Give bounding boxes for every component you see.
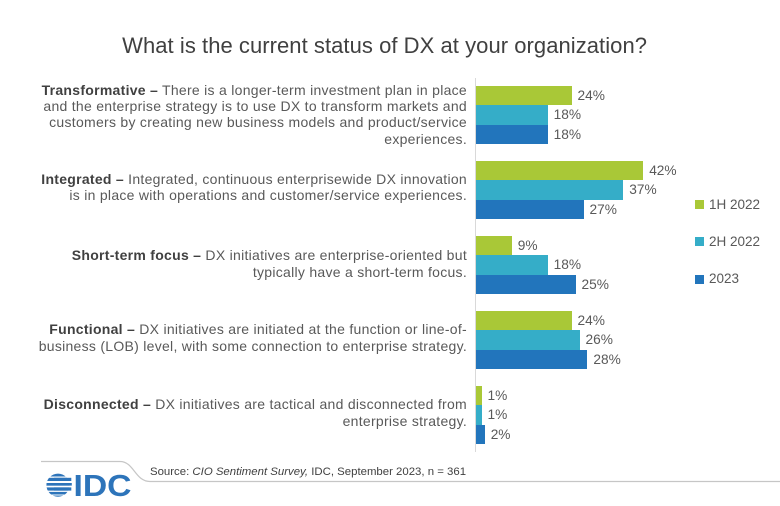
svg-text:IDC: IDC [74,468,132,502]
